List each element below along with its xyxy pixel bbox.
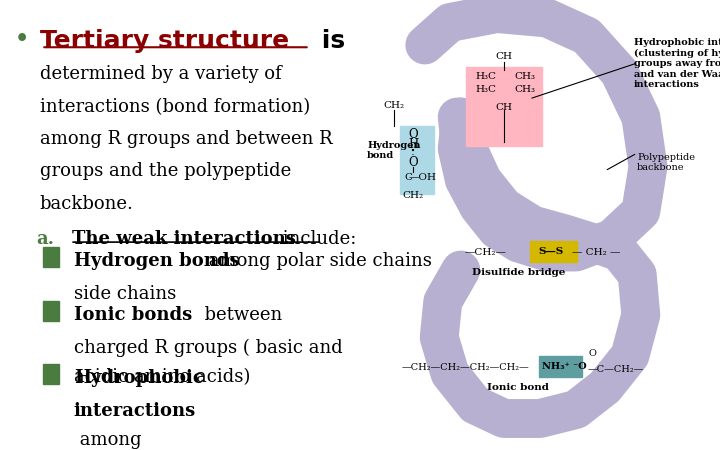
Text: —OH: —OH [409, 173, 437, 182]
Text: —C—CH₂—: —C—CH₂— [588, 365, 644, 374]
Text: side chains: side chains [73, 285, 176, 303]
Text: — CH₂ —: — CH₂ — [572, 248, 621, 257]
Text: Hydrophobic: Hydrophobic [73, 369, 204, 387]
Text: include:: include: [277, 230, 356, 248]
Bar [43, 247, 59, 267]
Text: O: O [408, 156, 418, 168]
Text: CH: CH [495, 52, 513, 61]
Text: backbone.: backbone. [40, 195, 133, 213]
Text: Ionic bond: Ionic bond [487, 383, 549, 392]
Text: among: among [73, 431, 141, 449]
Text: charged R groups ( basic and: charged R groups ( basic and [73, 339, 343, 357]
Text: Polypeptide
backbone: Polypeptide backbone [637, 153, 696, 172]
Text: Hydrogen bonds: Hydrogen bonds [73, 252, 240, 270]
Text: between: between [193, 306, 282, 324]
Text: Disulfide bridge: Disulfide bridge [472, 268, 565, 277]
Text: is: is [313, 29, 346, 53]
Text: interactions: interactions [73, 402, 196, 420]
Text: Tertiary structure: Tertiary structure [40, 29, 289, 53]
Text: The weak interactions: The weak interactions [72, 230, 296, 248]
Text: among polar side chains: among polar side chains [203, 252, 432, 270]
Text: O: O [589, 349, 596, 358]
Text: NH₃⁺ ⁻O: NH₃⁺ ⁻O [542, 362, 587, 371]
FancyBboxPatch shape [467, 68, 541, 146]
FancyBboxPatch shape [400, 126, 433, 194]
Text: —CH₂—: —CH₂— [464, 248, 506, 257]
Text: H: H [408, 138, 418, 150]
FancyBboxPatch shape [539, 356, 582, 377]
Text: CH₃: CH₃ [515, 86, 536, 94]
Bar [43, 364, 59, 384]
Text: a.: a. [36, 230, 54, 248]
Text: interactions (bond formation): interactions (bond formation) [40, 98, 310, 116]
Text: determined by a variety of: determined by a variety of [40, 65, 282, 83]
Text: S—S: S—S [539, 248, 564, 256]
Text: CH₃: CH₃ [515, 72, 536, 81]
Text: Ionic bonds: Ionic bonds [73, 306, 192, 324]
Text: Hydrophobic interactions
(clustering of hydrophobic
groups away from water)
and : Hydrophobic interactions (clustering of … [634, 38, 720, 89]
Text: CH₂: CH₂ [384, 101, 405, 110]
FancyBboxPatch shape [530, 241, 577, 262]
Text: O: O [408, 129, 418, 141]
Bar [43, 301, 59, 321]
Text: CH₂: CH₂ [402, 191, 424, 200]
Text: CH: CH [495, 104, 513, 112]
Text: Hydrogen
bond: Hydrogen bond [367, 141, 420, 161]
Text: groups and the polypeptide: groups and the polypeptide [40, 162, 291, 180]
Text: acidic amino acids): acidic amino acids) [73, 368, 250, 386]
Text: among R groups and between R: among R groups and between R [40, 130, 332, 148]
Text: —CH₂—CH₂—CH₂—CH₂—: —CH₂—CH₂—CH₂—CH₂— [402, 363, 529, 372]
Text: H₃C: H₃C [476, 72, 497, 81]
Text: H₃C: H₃C [476, 86, 497, 94]
Text: •: • [14, 29, 29, 49]
Text: C: C [405, 173, 413, 182]
